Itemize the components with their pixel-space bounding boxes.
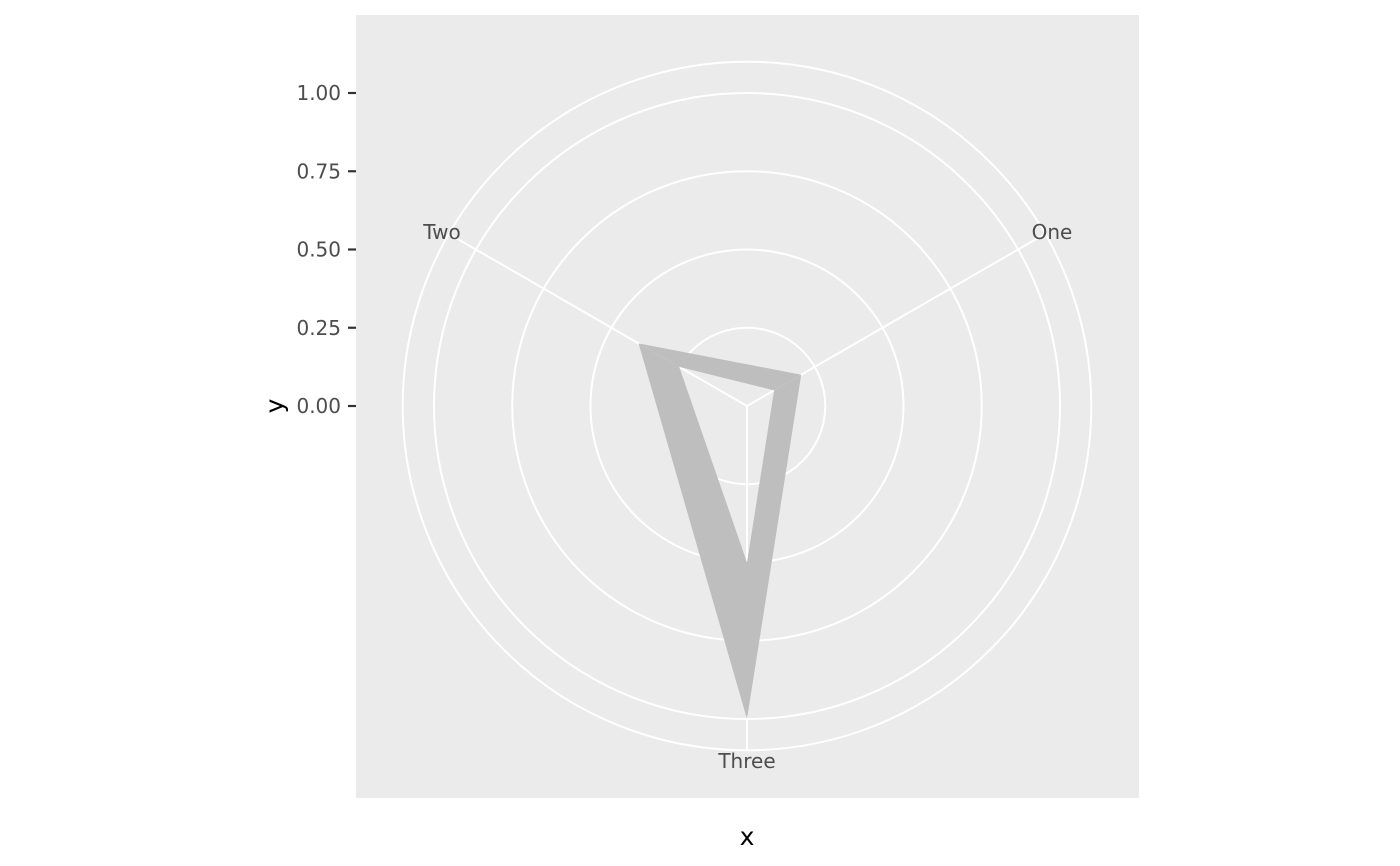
y-axis: 0.00 0.25 0.50 0.75 1.00 xyxy=(296,81,356,418)
ribbon-layer xyxy=(638,343,802,719)
y-axis-title: y xyxy=(260,398,289,413)
y-tick-label-4: 1.00 xyxy=(296,81,341,105)
y-tick-label-3: 0.75 xyxy=(296,159,341,183)
y-tick-label-2: 0.50 xyxy=(296,238,341,262)
x-axis-title: x xyxy=(740,822,755,851)
y-tick-label-0: 0.00 xyxy=(296,394,341,418)
category-label-one: One xyxy=(1032,220,1073,244)
category-label-two: Two xyxy=(422,220,461,244)
ribbon-segment-0-0 xyxy=(638,343,802,391)
ribbon-segment-0-1 xyxy=(638,343,747,719)
spoke-two xyxy=(448,232,748,407)
category-label-three: Three xyxy=(717,749,775,773)
category-labels: One Two Three xyxy=(422,220,1072,773)
y-tick-label-1: 0.25 xyxy=(296,316,341,340)
ribbon-segment-0-2 xyxy=(747,374,802,719)
